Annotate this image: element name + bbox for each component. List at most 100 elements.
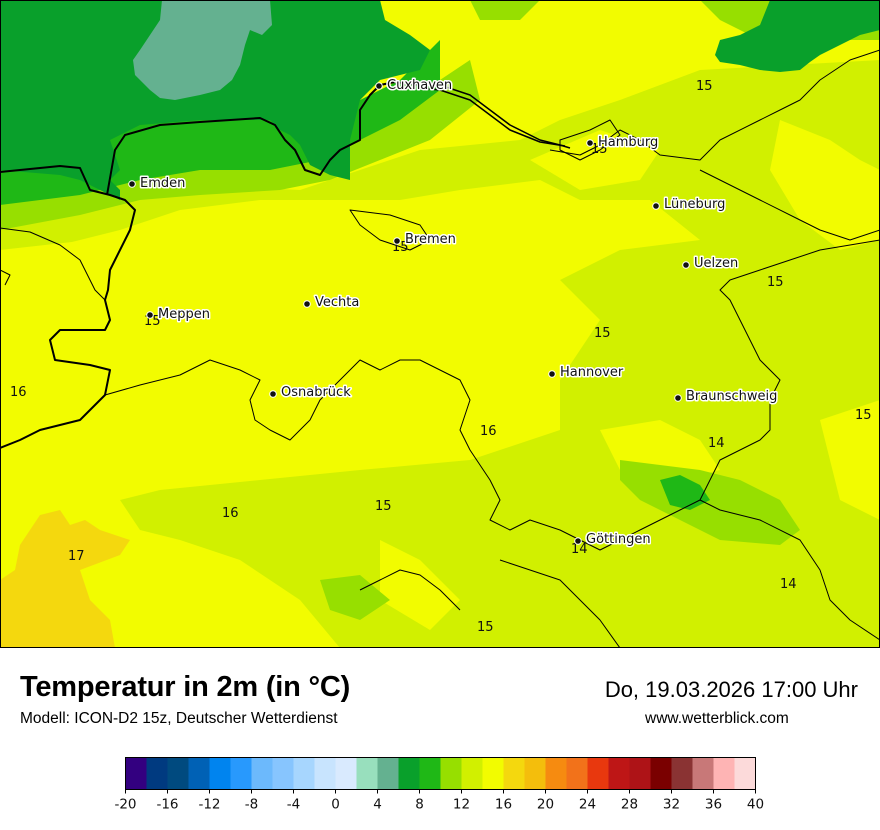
legend-tick-label: -8 bbox=[245, 797, 258, 813]
legend-tick-label: 40 bbox=[747, 797, 764, 813]
coastlines-borders bbox=[0, 49, 880, 648]
city-name: Hamburg bbox=[598, 135, 658, 150]
city-dot-icon bbox=[586, 139, 594, 147]
city-name: Hannover bbox=[560, 365, 624, 380]
cold-sea-patch bbox=[133, 0, 272, 100]
legend-tick-label: 12 bbox=[453, 797, 470, 813]
legend-swatch bbox=[251, 757, 273, 790]
city-meppen[interactable]: Meppen bbox=[146, 306, 211, 324]
legend-tick-label: -12 bbox=[198, 797, 220, 813]
legend-swatch bbox=[713, 757, 735, 790]
legend-tick-label: 32 bbox=[663, 797, 680, 813]
city-osnabrueck[interactable]: Osnabrück bbox=[269, 384, 353, 402]
legend-swatch bbox=[167, 757, 189, 790]
legend-tick-label: 8 bbox=[415, 797, 424, 813]
map-title: Temperatur in 2m (in °C) bbox=[20, 671, 351, 703]
legend-swatch bbox=[734, 757, 756, 790]
legend-swatch bbox=[356, 757, 378, 790]
isotherm-label: 15 bbox=[696, 79, 713, 94]
north-sea bbox=[0, 0, 430, 200]
city-uelzen[interactable]: Uelzen bbox=[682, 255, 740, 273]
city-name: Göttingen bbox=[586, 532, 651, 547]
city-dot-icon bbox=[375, 82, 383, 90]
isotherm-label: 14 bbox=[780, 577, 797, 592]
baltic-sea bbox=[715, 0, 880, 72]
legend-swatch bbox=[545, 757, 567, 790]
legend-tick-label: 20 bbox=[537, 797, 554, 813]
city-hamburg[interactable]: Hamburg bbox=[586, 134, 660, 152]
isotherm-label: 17 bbox=[68, 549, 85, 564]
color-legend: -20 -16 -12 -8 -4 0 4 8 12 16 20 24 28 32 36 40 bbox=[114, 757, 764, 813]
legend-swatches bbox=[125, 757, 756, 790]
city-dot-icon bbox=[574, 537, 582, 545]
legend-swatch bbox=[146, 757, 168, 790]
legend-tick-label: 4 bbox=[373, 797, 382, 813]
legend-swatch bbox=[461, 757, 483, 790]
city-braunschweig[interactable]: Braunschweig bbox=[674, 388, 779, 406]
city-emden[interactable]: Emden bbox=[128, 175, 187, 193]
legend-swatch bbox=[125, 757, 147, 790]
city-name: Bremen bbox=[405, 232, 456, 247]
city-bremen[interactable]: Bremen bbox=[393, 231, 457, 249]
legend-swatch bbox=[629, 757, 651, 790]
isotherm-label: 15 bbox=[767, 275, 784, 290]
forecast-datetime: Do, 19.03.2026 17:00 Uhr bbox=[604, 677, 858, 702]
city-dot-icon bbox=[146, 311, 154, 319]
legend-swatch bbox=[524, 757, 546, 790]
city-name: Braunschweig bbox=[686, 389, 777, 404]
city-name: Osnabrück bbox=[281, 385, 351, 400]
legend-tick-label: 0 bbox=[331, 797, 340, 813]
isotherm-labels: 15 15 15 15 15 15 16 15 16 14 15 16 14 1… bbox=[10, 79, 872, 635]
legend-swatch bbox=[230, 757, 252, 790]
city-dot-icon bbox=[269, 390, 277, 398]
city-dot-icon bbox=[674, 394, 682, 402]
legend-ticks: -20 -16 -12 -8 -4 0 4 8 12 16 20 24 28 32 36 40 bbox=[114, 789, 764, 813]
city-goettingen[interactable]: Göttingen bbox=[574, 531, 652, 549]
isotherm-label: 16 bbox=[10, 385, 27, 400]
legend-swatch bbox=[293, 757, 315, 790]
isotherm-label: 16 bbox=[222, 506, 239, 521]
legend-swatch bbox=[671, 757, 693, 790]
city-name: Meppen bbox=[158, 307, 210, 322]
city-name: Emden bbox=[140, 176, 185, 191]
legend-swatch bbox=[335, 757, 357, 790]
city-hannover[interactable]: Hannover bbox=[548, 364, 625, 382]
legend-swatch bbox=[692, 757, 714, 790]
city-name: Lüneburg bbox=[664, 197, 725, 212]
isotherm-label: 15 bbox=[375, 499, 392, 514]
legend-tick-label: -20 bbox=[114, 797, 136, 813]
isotherm-label: 15 bbox=[591, 142, 608, 157]
legend-frame bbox=[125, 757, 756, 790]
city-dot-icon bbox=[128, 180, 136, 188]
legend-tick-label: -4 bbox=[287, 797, 300, 813]
legend-swatch bbox=[209, 757, 231, 790]
legend-swatch bbox=[314, 757, 336, 790]
isotherm-label: 15 bbox=[477, 620, 494, 635]
city-dot-icon bbox=[548, 370, 556, 378]
city-name: Vechta bbox=[315, 295, 359, 310]
legend-tick-label: 16 bbox=[495, 797, 512, 813]
legend-tick-label: -16 bbox=[156, 797, 178, 813]
city-dot-icon bbox=[303, 300, 311, 308]
city-markers: Cuxhaven Hamburg Emden Lüneburg Bremen U… bbox=[128, 77, 779, 549]
city-vechta[interactable]: Vechta bbox=[303, 294, 361, 312]
legend-swatch bbox=[272, 757, 294, 790]
legend-swatch bbox=[650, 757, 672, 790]
legend-swatch bbox=[566, 757, 588, 790]
city-name: Cuxhaven bbox=[387, 78, 452, 93]
city-lueneburg[interactable]: Lüneburg bbox=[652, 196, 727, 214]
city-cuxhaven[interactable]: Cuxhaven bbox=[375, 77, 454, 95]
legend-tick-label: 24 bbox=[579, 797, 596, 813]
legend-tick-label: 36 bbox=[705, 797, 722, 813]
city-dot-icon bbox=[652, 202, 660, 210]
legend-swatch bbox=[440, 757, 462, 790]
legend-swatch bbox=[608, 757, 630, 790]
model-source: Modell: ICON-D2 15z, Deutscher Wetterdie… bbox=[20, 710, 338, 727]
legend-swatch bbox=[377, 757, 399, 790]
temperature-map: 15 15 15 15 15 15 16 15 16 14 15 16 14 1… bbox=[0, 0, 880, 648]
isotherm-label: 15 bbox=[855, 408, 872, 423]
legend-swatch bbox=[398, 757, 420, 790]
legend-swatch bbox=[482, 757, 504, 790]
isotherm-label: 14 bbox=[571, 542, 588, 557]
website-link[interactable]: www.wetterblick.com bbox=[645, 710, 789, 727]
